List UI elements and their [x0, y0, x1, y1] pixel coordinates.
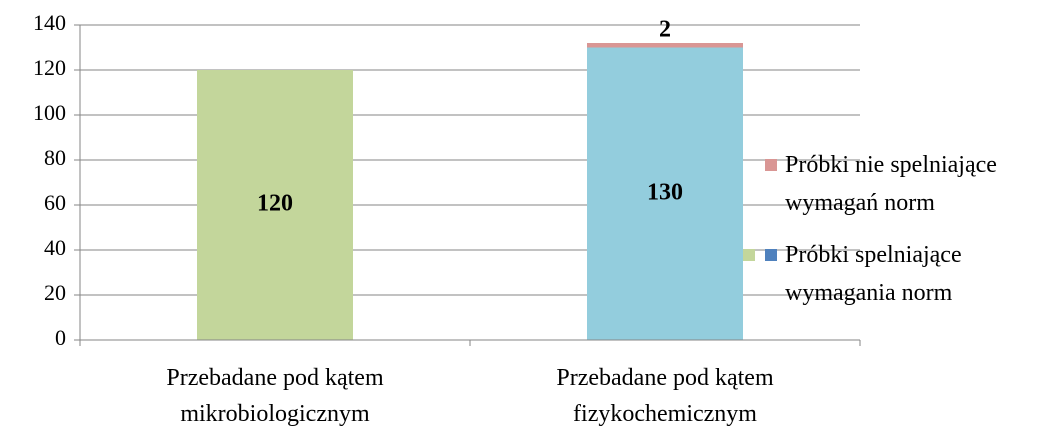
y-tick-label: 140	[33, 10, 66, 35]
legend-marker	[743, 249, 755, 261]
y-tick-label: 20	[44, 280, 66, 305]
x-tick-label: Przebadane pod kątem fizykochemicznym	[556, 365, 774, 427]
y-tick-label: 60	[44, 190, 66, 215]
legend-label: Próbki nie spelniające wymagań norm	[785, 152, 997, 216]
y-tick-label: 120	[33, 55, 66, 80]
bar-segment	[587, 47, 743, 340]
data-label: 2	[659, 17, 671, 43]
bar-segment	[587, 43, 743, 48]
legend-marker	[765, 249, 777, 261]
data-label: 120	[257, 191, 293, 217]
y-tick-label: 0	[55, 325, 66, 350]
bar-segment	[197, 70, 353, 340]
y-tick-label: 100	[33, 100, 66, 125]
legend-label: Próbki spelniające wymagania norm	[785, 242, 962, 306]
data-label: 130	[647, 179, 683, 205]
y-tick-label: 80	[44, 145, 66, 170]
legend-marker	[765, 159, 777, 171]
y-tick-label: 40	[44, 235, 66, 260]
x-tick-label: Przebadane pod kątem mikrobiologicznym	[166, 365, 384, 427]
